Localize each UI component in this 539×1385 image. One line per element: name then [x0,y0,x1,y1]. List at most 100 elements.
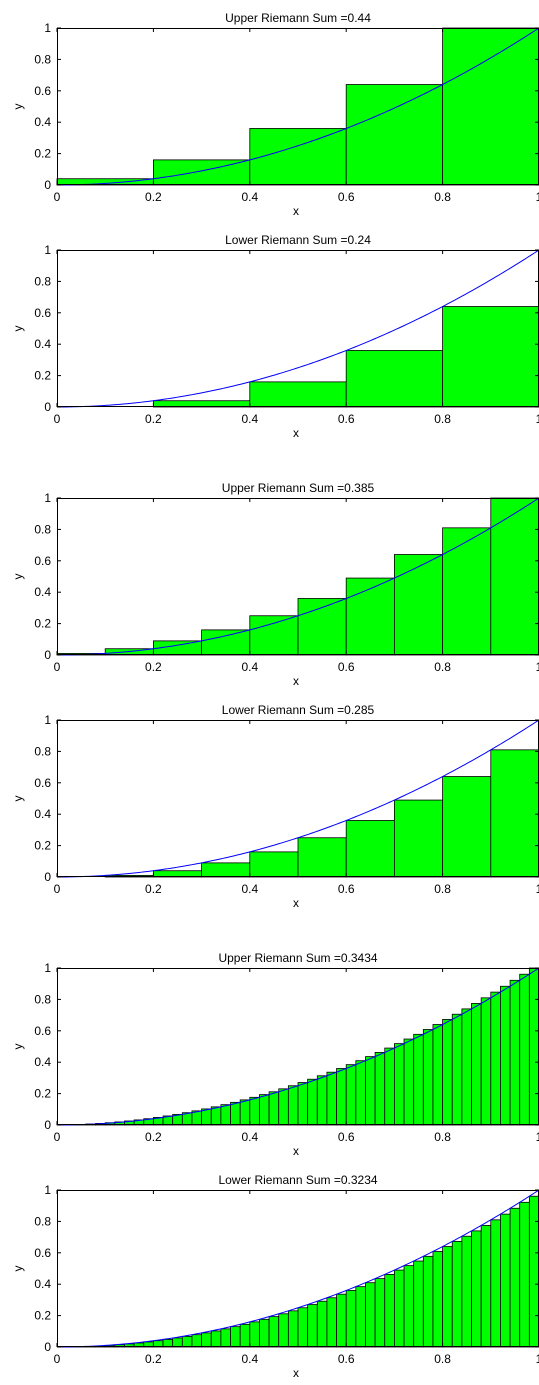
y-tick-label: 1 [44,1183,51,1197]
riemann-bar [471,1003,482,1126]
y-tick-label: 1 [44,713,51,727]
y-tick-label: 0.8 [34,52,51,66]
y-tick-label: 0 [44,870,51,884]
riemann-bar [500,985,511,1126]
riemann-bar [442,1019,453,1126]
riemann-bar [345,820,395,878]
riemann-bar [259,1318,270,1348]
y-tick-label: 0.4 [34,807,51,821]
y-tick-label: 0.2 [34,617,51,631]
riemann-bar [249,851,299,878]
x-axis-label: x [293,674,299,688]
function-curve [57,719,539,878]
riemann-bar [307,1078,318,1126]
riemann-bar [365,1056,376,1126]
riemann-bar [162,1339,174,1348]
riemann-bar [297,837,347,878]
riemann-bar [374,1052,386,1126]
riemann-bar [172,1337,183,1348]
x-tick-label: 0 [54,190,61,204]
riemann-bar [451,1241,463,1348]
riemann-bar [509,979,521,1126]
riemann-bar [316,1300,328,1348]
y-tick-label: 0.2 [34,1087,51,1101]
y-tick-label: 0.8 [34,744,51,758]
y-tick-label: 0.6 [34,1024,51,1038]
x-tick-label: 0 [54,882,61,896]
riemann-bar [326,1071,337,1126]
y-axis-label: y [11,104,25,110]
riemann-bar [384,1274,395,1348]
y-tick-label: 0.2 [34,839,51,853]
riemann-bar [490,991,501,1126]
y-tick-label: 0.4 [34,1277,51,1291]
chart-title: Lower Riemann Sum =0.24 [225,233,371,247]
y-tick-label: 0.6 [34,84,51,98]
chart-title: Lower Riemann Sum =0.3234 [218,1173,377,1187]
x-tick-label: 0.2 [145,190,162,204]
x-tick-label: 1 [536,1352,539,1366]
x-tick-label: 0.6 [338,660,355,674]
riemann-bar [432,1024,443,1126]
riemann-bar [403,1038,415,1126]
riemann-bar [191,1334,203,1348]
chart-title: Upper Riemann Sum =0.44 [225,11,371,25]
x-tick-label: 0.6 [338,190,355,204]
x-tick-label: 1 [536,1130,539,1144]
chart-panel-5: Upper Riemann Sum =0.3434 0 0.2 0.4 0.6 0.8 1 0… [11,951,539,1158]
riemann-bar [287,1085,299,1126]
x-tick-label: 0.6 [338,1130,355,1144]
chart-panel-1: Upper Riemann Sum =0.44 0 0.2 0.4 0.6 0.8 1 0 0.… [11,11,539,218]
riemann-bar [191,1110,203,1126]
y-tick-label: 0.8 [34,992,51,1006]
riemann-bar [345,84,444,186]
riemann-bar [393,1269,405,1348]
x-tick-label: 0.6 [338,882,355,896]
riemann-bar [239,1099,251,1126]
y-tick-label: 0.4 [34,585,51,599]
riemann-bar [519,973,530,1126]
y-tick-label: 0.2 [34,147,51,161]
riemann-bar [442,776,492,878]
riemann-bar [278,1088,289,1126]
riemann-bar [210,1330,222,1348]
riemann-bar [249,1321,260,1348]
riemann-bar [249,615,299,656]
riemann-bar [413,1033,424,1126]
y-tick-label: 0.6 [34,554,51,568]
x-tick-label: 0.8 [434,660,451,674]
riemann-bar [403,1265,415,1348]
riemann-bar [442,1246,453,1348]
riemann-bar [480,1225,492,1348]
x-tick-label: 0.8 [434,1352,451,1366]
y-tick-label: 1 [44,243,51,257]
function-curve [57,27,539,186]
chart-title: Lower Riemann Sum =0.285 [222,703,375,717]
x-tick-label: 0 [54,1130,61,1144]
riemann-bar [278,1313,289,1348]
chart-panel-6: Lower Riemann Sum =0.3234 0 0.2 0.4 0.6 0.8 1 0… [11,1173,539,1380]
y-tick-label: 0.8 [34,522,51,536]
x-tick-label: 0 [54,412,61,426]
riemann-bar [336,1068,347,1126]
y-axis-label: y [11,326,25,332]
riemann-bar [210,1106,222,1126]
x-tick-label: 0.2 [145,1130,162,1144]
riemann-bar [297,1082,309,1126]
y-tick-label: 1 [44,21,51,35]
riemann-bar [181,1335,193,1348]
riemann-bar [259,1094,270,1126]
riemann-bar [307,1304,318,1348]
x-tick-label: 0.6 [338,1352,355,1366]
riemann-bar [316,1075,328,1126]
riemann-bar [528,967,539,1126]
x-tick-label: 0.6 [338,412,355,426]
riemann-bar [422,1255,434,1348]
riemann-bar [519,1201,530,1348]
riemann-bar [393,554,443,656]
x-tick-label: 0.4 [241,190,258,204]
x-tick-label: 0.2 [145,412,162,426]
riemann-bar [220,1328,231,1348]
x-axis-label: x [293,1144,299,1158]
